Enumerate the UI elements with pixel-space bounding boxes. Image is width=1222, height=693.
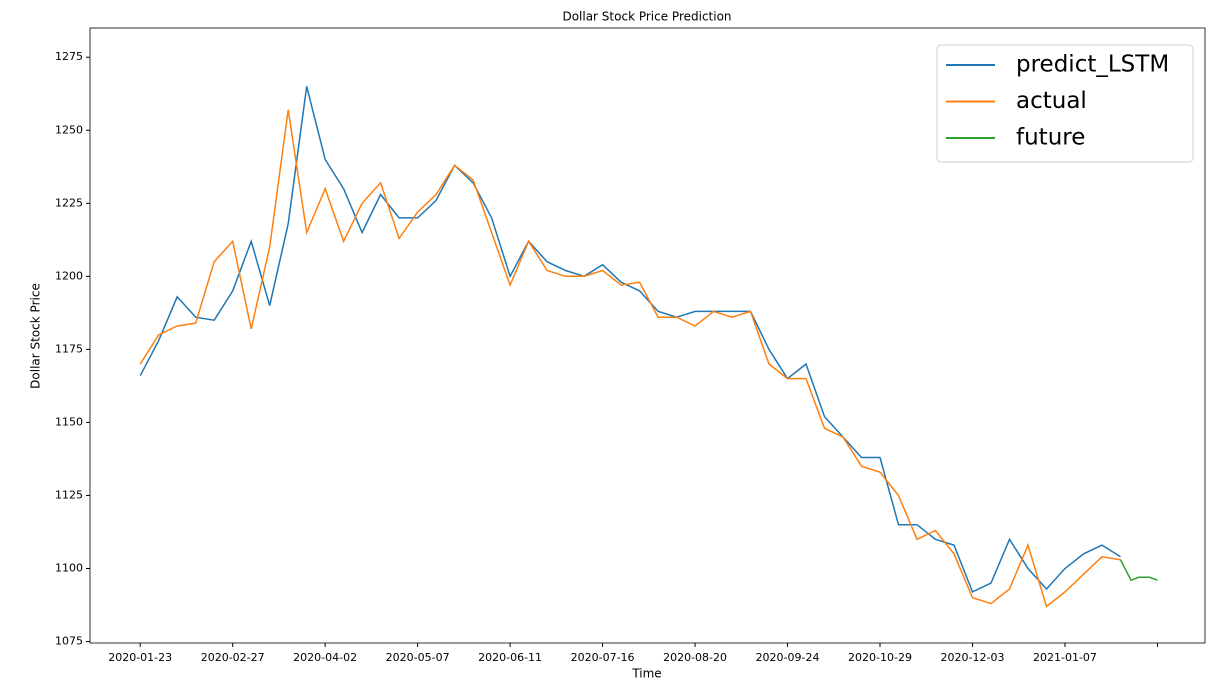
x-tick-label: 2020-07-16 xyxy=(571,651,635,664)
x-tick-label: 2020-02-27 xyxy=(201,651,265,664)
y-tick-label: 1250 xyxy=(55,123,83,136)
legend-box xyxy=(936,44,1194,163)
y-tick-label: 1225 xyxy=(55,196,83,209)
legend-label: actual xyxy=(1016,88,1087,114)
x-tick-label: 2020-12-03 xyxy=(941,651,1005,664)
y-tick-label: 1200 xyxy=(55,269,83,282)
x-tick-label: 2020-08-20 xyxy=(663,651,727,664)
y-tick-label: 1275 xyxy=(55,50,83,63)
x-tick-label: 2020-06-11 xyxy=(478,651,542,664)
series-line xyxy=(139,109,1121,608)
y-tick-label: 1100 xyxy=(55,561,83,574)
y-axis-label: Dollar Stock Price xyxy=(29,283,43,389)
x-tick-label: 2021-01-07 xyxy=(1033,651,1097,664)
series-line xyxy=(139,86,1121,593)
y-tick-label: 1125 xyxy=(55,488,83,501)
chart-title: Dollar Stock Price Prediction xyxy=(562,10,731,24)
series-line xyxy=(1119,559,1158,582)
legend-label: predict_LSTM xyxy=(1016,52,1169,78)
x-tick-label: 2020-10-29 xyxy=(848,651,912,664)
y-tick-label: 1075 xyxy=(55,635,83,648)
y-tick-label: 1175 xyxy=(55,342,83,355)
x-tick-label: 2020-05-07 xyxy=(386,651,450,664)
y-tick-label: 1150 xyxy=(55,415,83,428)
legend-label: future xyxy=(1016,125,1085,151)
x-axis-label: Time xyxy=(631,667,661,681)
x-tick-label: 2020-01-23 xyxy=(108,651,172,664)
plot-frame xyxy=(89,27,1206,644)
x-tick-label: 2020-04-02 xyxy=(293,651,357,664)
x-tick-label: 2020-09-24 xyxy=(756,651,820,664)
